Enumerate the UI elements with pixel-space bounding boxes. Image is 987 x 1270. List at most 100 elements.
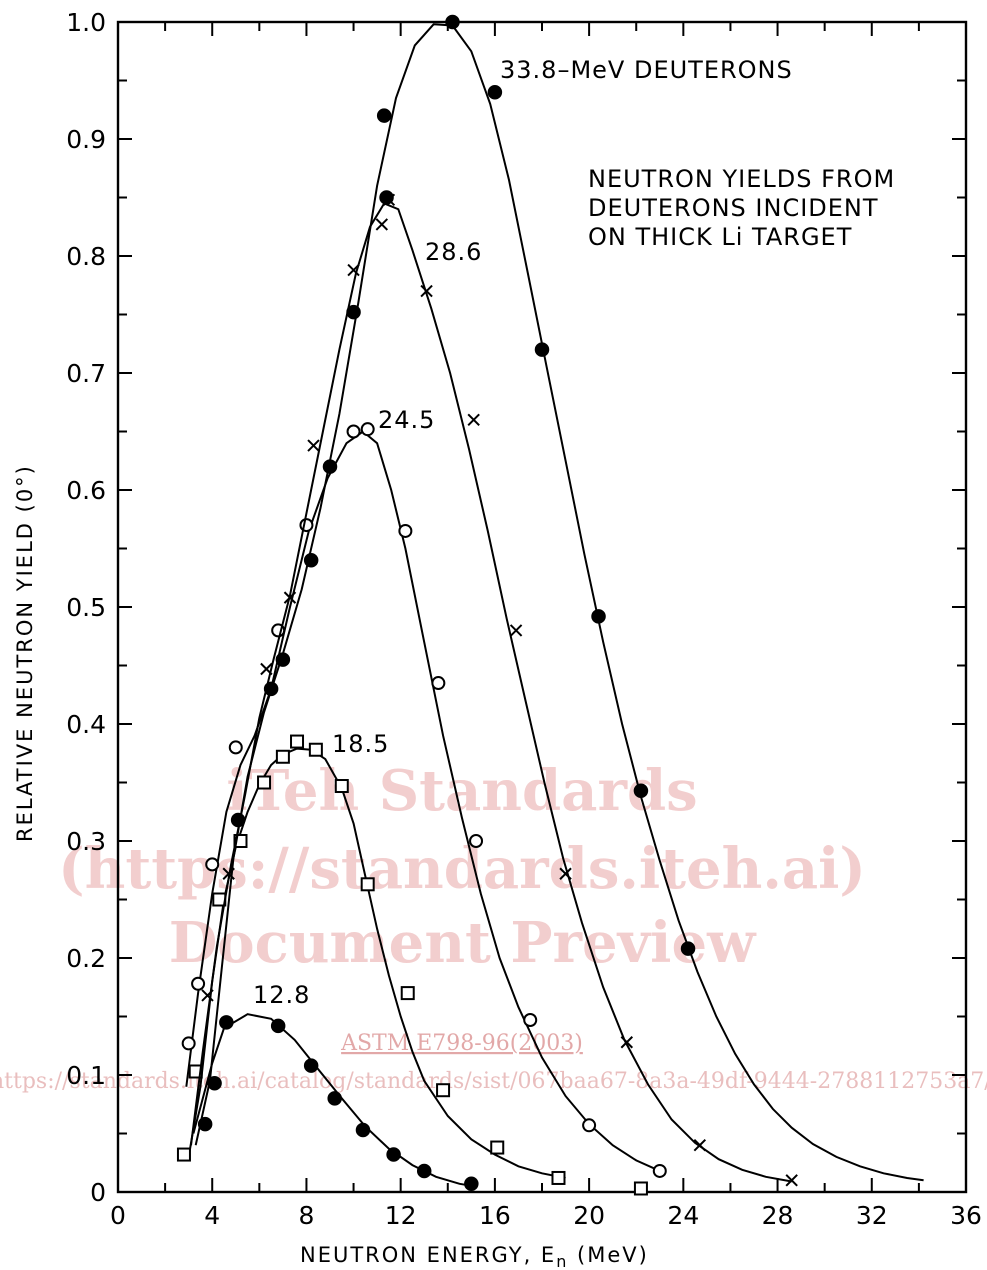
data-point-filled-circle — [487, 84, 503, 100]
data-point-open-square — [360, 877, 375, 892]
data-point-cross — [201, 989, 214, 1002]
x-axis-title-main: NEUTRON ENERGY, E — [300, 1243, 556, 1267]
data-point-cross — [620, 1036, 634, 1049]
x-tick-label: 20 — [573, 1201, 605, 1230]
series-label-12-8: 12.8 — [253, 981, 310, 1009]
data-point-open-square — [257, 775, 272, 790]
data-point-open-circle — [398, 523, 413, 538]
data-point-open-square — [275, 749, 290, 764]
x-tick-label: 0 — [110, 1201, 126, 1230]
watermark-link[interactable]: ASTM E798-96(2003) — [340, 1031, 583, 1056]
x-axis-title-unit: (MeV) — [568, 1243, 648, 1267]
data-point-open-square — [308, 742, 323, 757]
data-point-open-square — [188, 1064, 203, 1079]
data-point-filled-circle — [197, 1116, 213, 1132]
data-point-open-square — [400, 986, 415, 1001]
data-point-cross — [693, 1138, 707, 1152]
data-point-cross — [785, 1174, 798, 1187]
series-curve-2 — [185, 430, 661, 1172]
y-tick-label: 0.7 — [66, 359, 106, 388]
data-point-filled-circle — [534, 342, 550, 357]
data-point-filled-circle — [346, 304, 361, 320]
data-point-filled-circle — [355, 1122, 371, 1138]
data-point-filled-circle — [386, 1147, 401, 1162]
data-point-cross — [509, 624, 523, 637]
data-point-open-circle — [228, 740, 243, 755]
y-tick-label: 0.8 — [66, 242, 106, 271]
data-point-cross — [307, 439, 320, 452]
data-point-open-square — [436, 1083, 451, 1098]
y-tick-label: 0.6 — [66, 476, 106, 505]
data-point-open-circle — [181, 1036, 196, 1051]
y-tick-label: 0.5 — [66, 593, 106, 622]
y-tick-label: 0.4 — [66, 710, 106, 739]
watermark-line-3: Document Preview — [169, 910, 757, 976]
data-point-cross — [559, 867, 572, 880]
data-point-cross — [347, 263, 360, 277]
x-tick-label: 12 — [385, 1201, 417, 1230]
series-label-24-5: 24.5 — [378, 406, 435, 434]
x-tick-label: 4 — [204, 1201, 220, 1230]
data-point-open-circle — [346, 424, 361, 439]
y-tick-label: 0 — [90, 1178, 106, 1207]
data-point-filled-circle — [591, 609, 606, 624]
data-point-cross — [467, 413, 480, 427]
data-point-filled-circle — [263, 681, 279, 697]
y-tick-label: 0.2 — [66, 944, 106, 973]
x-tick-label: 32 — [856, 1201, 888, 1230]
x-tick-label: 36 — [950, 1201, 982, 1230]
data-point-filled-circle — [416, 1163, 432, 1179]
x-axis-title-subscript: n — [556, 1252, 568, 1270]
data-point-filled-circle — [680, 941, 696, 956]
watermark-line-1: iTeh Standards — [226, 758, 697, 824]
data-point-cross — [420, 284, 433, 298]
series-label-33-8: 33.8–MeV DEUTERONS — [500, 56, 793, 84]
data-point-open-circle — [205, 857, 220, 872]
data-point-cross — [375, 218, 389, 231]
data-point-filled-circle — [379, 190, 394, 205]
annotation-line-3: ON THICK Li TARGET — [588, 223, 852, 251]
data-point-filled-circle — [445, 14, 460, 30]
data-point-open-circle — [523, 1013, 538, 1028]
data-point-filled-circle — [376, 108, 392, 123]
data-point-open-circle — [582, 1118, 597, 1133]
x-tick-label: 28 — [762, 1201, 794, 1230]
data-point-open-circle — [360, 422, 375, 437]
data-point-open-square — [633, 1181, 648, 1196]
data-point-filled-circle — [270, 1018, 286, 1034]
data-point-filled-circle — [219, 1015, 234, 1030]
x-tick-label: 8 — [298, 1201, 314, 1230]
x-tick-label: 24 — [667, 1201, 699, 1230]
data-point-open-circle — [431, 676, 446, 691]
data-point-open-square — [551, 1170, 566, 1185]
y-tick-label: 0.9 — [66, 125, 106, 154]
data-point-filled-circle — [327, 1091, 342, 1106]
y-tick-label: 0.3 — [66, 827, 106, 856]
data-point-cross — [260, 662, 273, 676]
data-point-open-square — [490, 1140, 505, 1155]
annotation-line-2: DEUTERONS INCIDENT — [588, 194, 879, 222]
plot-area: 0 4 8 12 16 20 24 28 32 36 0 0.1 0.2 0.3 0.4 0.5 0.6 0.7 0… — [66, 8, 982, 1230]
data-point-open-circle — [469, 834, 484, 848]
watermark-line-2: (https://standards.iteh.ai) — [58, 836, 866, 902]
y-axis-title: RELATIVE NEUTRON YIELD (0°) — [13, 464, 37, 842]
x-tick-label: 16 — [479, 1201, 511, 1230]
watermark-url[interactable]: https://standards.iteh.ai/catalog/standa… — [0, 1069, 987, 1094]
data-point-open-square — [290, 734, 305, 749]
data-point-filled-circle — [303, 1058, 319, 1073]
y-tick-label: 0.1 — [66, 1061, 106, 1090]
watermark: iTeh Standards (https://standards.iteh.a… — [0, 758, 987, 1094]
data-point-open-square — [334, 779, 349, 794]
annotation-line-1: NEUTRON YIELDS FROM — [588, 165, 895, 193]
series-label-28-6: 28.6 — [425, 238, 482, 266]
series-curve-4 — [194, 23, 924, 1182]
data-point-filled-circle — [275, 652, 291, 667]
series-label-18-5: 18.5 — [332, 730, 389, 758]
x-axis-title: NEUTRON ENERGY, En (MeV) — [300, 1243, 649, 1270]
data-point-filled-circle — [230, 812, 246, 828]
data-point-open-square — [176, 1147, 191, 1162]
data-point-filled-circle — [207, 1075, 222, 1091]
data-point-open-circle — [652, 1163, 667, 1178]
data-point-cross — [283, 591, 297, 604]
